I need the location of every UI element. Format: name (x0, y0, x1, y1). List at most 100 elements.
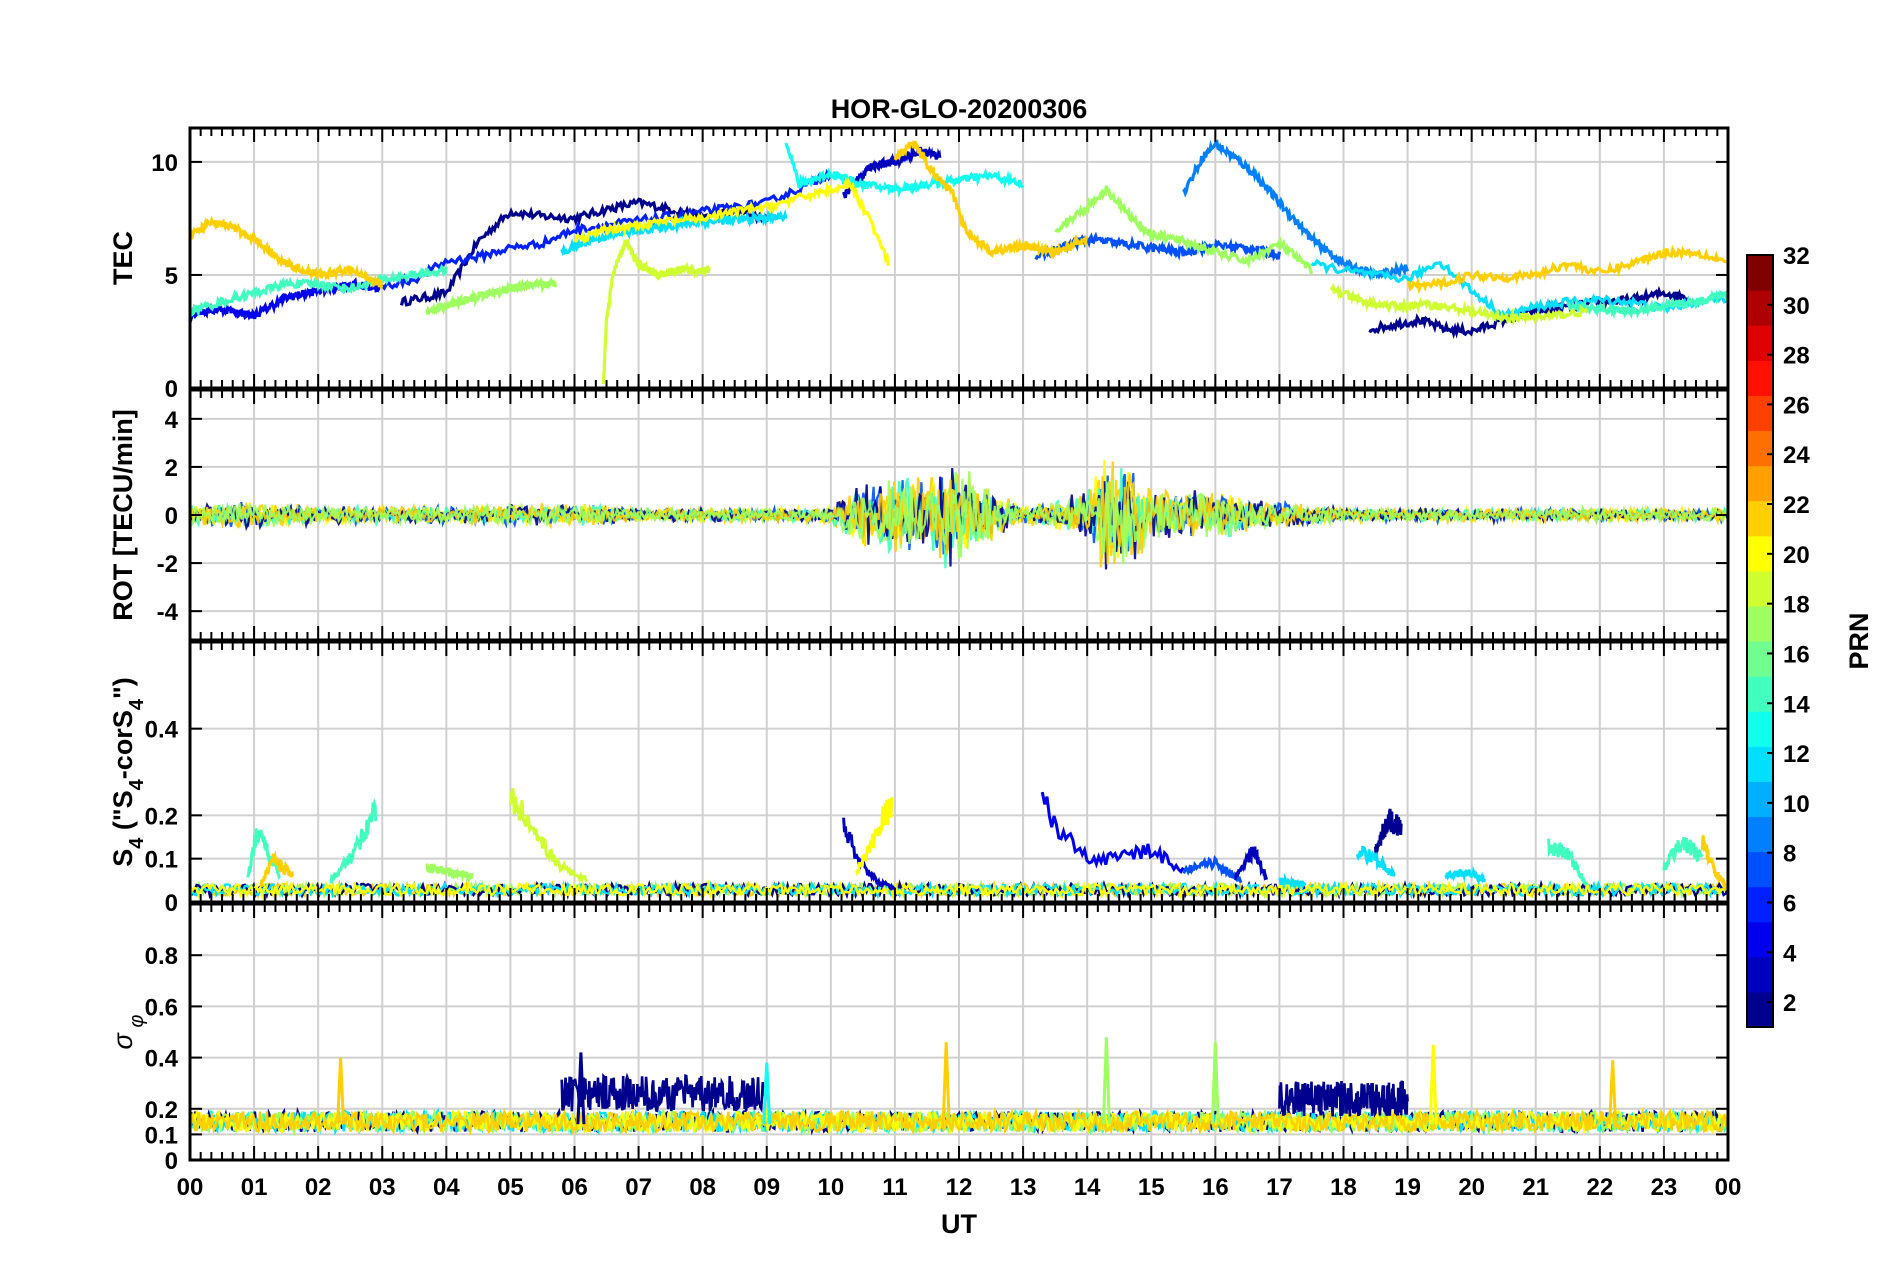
s4-event-prn-14 (1547, 838, 1589, 886)
x-tick-label: 11 (882, 1174, 907, 1201)
x-tick-label: 02 (305, 1174, 332, 1201)
x-tick-label: 16 (1202, 1174, 1229, 1201)
tec-series-prn-7 (1034, 231, 1281, 262)
colorbar-tick-label: 8 (1783, 841, 1796, 868)
x-tick-label: 04 (433, 1174, 460, 1201)
panel-grid (189, 128, 1729, 389)
colorbar-swatch (1747, 641, 1773, 677)
tec-series-prn-13 (784, 142, 1025, 198)
tec-series-prn-14 (190, 263, 448, 318)
x-tick-label: 12 (946, 1174, 973, 1201)
y-axis-label: ROT [TECU/min] (108, 409, 138, 620)
sigma-band-prn-2 (1278, 1080, 1409, 1118)
s4-event-prn-17 (425, 862, 474, 884)
colorbar-swatch (1747, 711, 1773, 747)
colorbar-tick-label: 30 (1783, 293, 1810, 320)
colorbar-swatch (1747, 886, 1773, 923)
rot-series-prn-17 (190, 471, 1728, 565)
sigma-spike-prn-17 (1210, 1042, 1220, 1125)
sigma-spike-prn-17 (1101, 1037, 1111, 1125)
x-tick-label: 13 (1010, 1174, 1037, 1201)
chart-title: HOR-GLO-20200306 (831, 94, 1088, 124)
sigma-spike-prn-22 (941, 1042, 951, 1125)
y-tick-label: 0.6 (145, 994, 178, 1021)
s4-event-prn-3 (1233, 846, 1269, 882)
y-tick-label: 0.2 (145, 803, 178, 830)
panel-y-ticks: 00.10.2 0.4 0.6 0.8 (145, 904, 1729, 1175)
colorbar-swatch (1747, 570, 1773, 607)
panel-data (190, 139, 1728, 385)
y-axis-label: σ φ (108, 1015, 148, 1050)
panel-rot: -4 -2 0 2 4 ROT [TECU/min] (108, 388, 1730, 642)
x-tick-label: 22 (1586, 1174, 1613, 1201)
colorbar-tick-label: 2 (1783, 990, 1796, 1017)
s4-event-prn-7 (1182, 854, 1243, 884)
tec-series-prn-6 (381, 168, 833, 291)
s4-event-prn-14 (246, 828, 281, 880)
tec-series-prn-21 (1407, 244, 1728, 295)
s4-event-prn-12 (1444, 865, 1486, 886)
colorbar-tick-label: 18 (1783, 592, 1810, 619)
s4-event-prn-12 (1355, 845, 1396, 878)
x-tick-label: 15 (1138, 1174, 1165, 1201)
colorbar-tick-label: 24 (1783, 442, 1810, 469)
tec-series-prn-17 (425, 276, 557, 316)
panel-frame (188, 640, 1730, 904)
panel-frame (188, 126, 1730, 390)
sigma-spike-prn-13 (762, 1062, 772, 1125)
sigma-band-prn-2 (560, 1072, 769, 1114)
colorbar-tick-label: 10 (1783, 791, 1810, 818)
panel-y-ticks: 0 5 10 (151, 128, 1729, 403)
colorbar-swatch (1747, 816, 1773, 853)
y-tick-label: -2 (157, 551, 178, 578)
y-tick-label: 0 (165, 503, 178, 530)
tec-series-prn-17 (1054, 185, 1314, 275)
colorbar-swatch (1747, 430, 1773, 467)
y-tick-label: 0.1 (145, 847, 178, 874)
y-tick-label: 4 (165, 407, 179, 434)
panel-tec: 0 5 10 TEC (108, 126, 1730, 403)
tec-series-prn-20 (574, 176, 891, 267)
tec-series-prn-2 (1368, 285, 1691, 340)
sigma-series-prn-22 (190, 1106, 1728, 1136)
colorbar-tick-label: 32 (1783, 243, 1810, 270)
x-axis-label: UT (941, 1209, 977, 1239)
s4-event-prn-3 (842, 817, 897, 892)
colorbar-swatch (1747, 605, 1773, 642)
y-tick-label: 0 (165, 376, 178, 403)
tec-series-prn-2 (399, 197, 769, 307)
panel-s4: 0 0.1 0.2 0.4S4 ("S4-corS4") (108, 640, 1730, 917)
s4-event-prn-2 (1374, 808, 1403, 857)
y-tick-label: 0.8 (145, 943, 178, 970)
x-tick-label: 00 (177, 1174, 204, 1201)
colorbar-swatch (1747, 676, 1773, 712)
colorbar-swatch (1747, 290, 1773, 326)
x-tick-label: 17 (1266, 1174, 1293, 1201)
y-tick-label: 10 (151, 150, 178, 177)
tec-series-prn-22 (190, 215, 383, 290)
tec-series-prn-12 (1310, 258, 1728, 321)
s4-event-prn-20 (855, 797, 894, 877)
tec-series-prn-3 (842, 145, 942, 199)
y-tick-label: 0.2 (145, 1097, 178, 1124)
sigma-spike-prn-20 (1428, 1044, 1438, 1125)
colorbar-tick-label: 26 (1783, 392, 1810, 419)
x-axis-ticks: 00 01 02 03 04 05 06 07 08 09 10 11 12 13 14 15 16 17 18 19… (177, 1174, 1742, 1201)
panel-frame (188, 902, 1730, 1162)
s4-event-prn-22 (259, 850, 294, 888)
panel-frame (188, 388, 1730, 642)
x-tick-label: 01 (241, 1174, 268, 1201)
y-tick-label: 0.4 (145, 1046, 179, 1073)
panel-sigma: 00.10.2 0.4 0.6 0.8 σ φ (108, 902, 1730, 1175)
x-tick-label: 09 (753, 1174, 780, 1201)
sigma-spike-prn-2 (576, 1052, 586, 1125)
sigma-series-prn-17 (190, 1107, 1728, 1137)
colorbar-swatch (1747, 395, 1773, 432)
colorbar-swatch (1747, 746, 1773, 782)
y-tick-label: -4 (157, 599, 179, 626)
tec-series-prn-22 (893, 140, 1089, 260)
sigma-spike-prn-22 (1608, 1060, 1618, 1125)
